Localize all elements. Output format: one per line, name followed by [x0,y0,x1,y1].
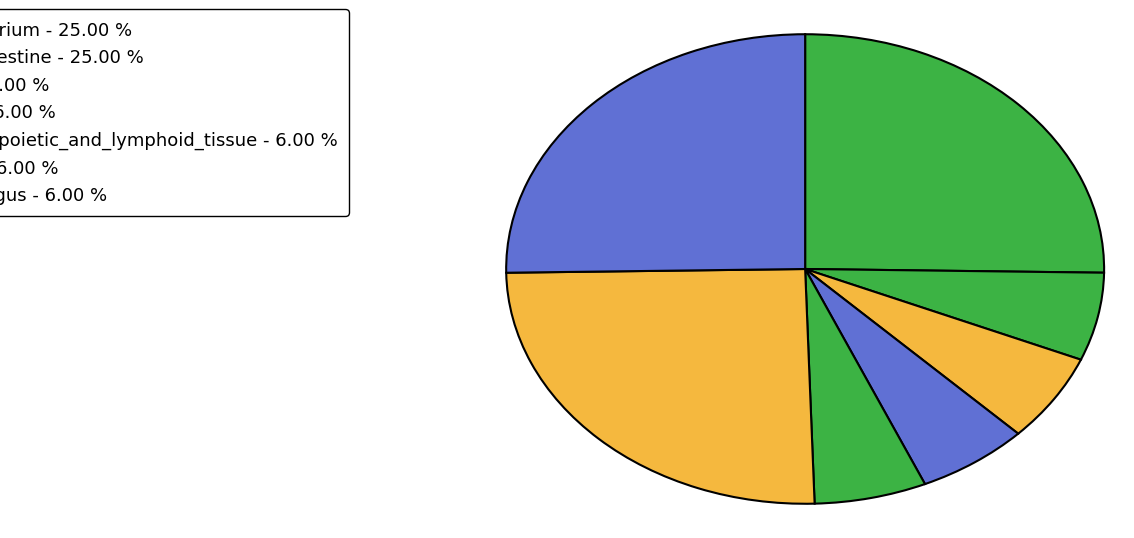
Wedge shape [805,269,1105,360]
Wedge shape [506,269,814,504]
Wedge shape [805,269,1081,434]
Legend: endometrium - 25.00 %, large_intestine - 25.00 %, lung - 25.00 %, breast - 6.00 : endometrium - 25.00 %, large_intestine -… [0,10,349,216]
Wedge shape [506,34,805,273]
Wedge shape [805,269,925,504]
Wedge shape [805,34,1105,273]
Wedge shape [805,269,1018,484]
